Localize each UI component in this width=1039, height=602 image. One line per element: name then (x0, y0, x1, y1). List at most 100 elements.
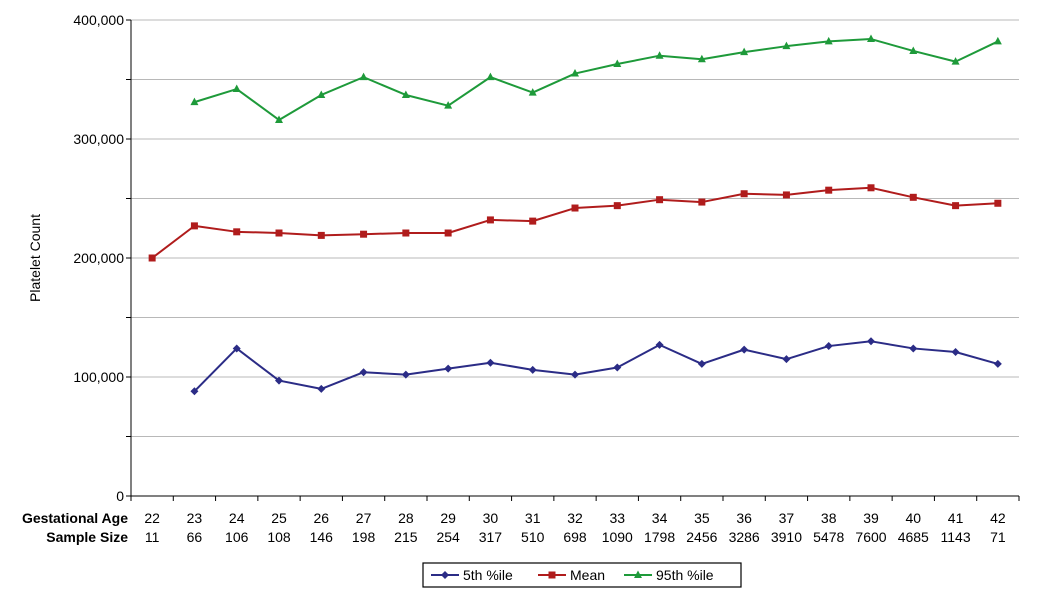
sample-size-label: 698 (563, 529, 587, 545)
x-tick-label: 25 (271, 510, 287, 526)
sample-size-label: 254 (436, 529, 460, 545)
data-point-95th-ile (909, 46, 918, 54)
data-point-5th-ile (571, 370, 579, 379)
y-tick-label: 0 (116, 488, 124, 504)
sample-size-label: 3286 (729, 529, 760, 545)
data-point-95th-ile (782, 41, 791, 50)
data-point-5th-ile (317, 384, 326, 393)
data-point-95th-ile (275, 115, 283, 123)
sample-size-label: 4685 (898, 529, 929, 545)
y-tick-label: 300,000 (73, 131, 124, 147)
data-point-95th-ile (867, 34, 875, 43)
sample-size-label: 1143 (941, 529, 971, 545)
data-point-95th-ile (571, 69, 579, 77)
legend-box (422, 562, 742, 588)
x-tick-label: 35 (694, 510, 710, 526)
legend-label-mean: Mean (570, 567, 605, 583)
x-tick-label: 40 (905, 510, 921, 526)
data-point-mean (486, 216, 494, 224)
data-point-mean (571, 204, 579, 212)
data-point-95th-ile (613, 59, 622, 68)
data-point-95th-ile (740, 47, 749, 56)
data-point-mean (402, 229, 410, 237)
series-line-5th-ile (193, 340, 999, 392)
data-point-mean (444, 229, 452, 237)
data-point-mean (317, 231, 325, 239)
data-point-5th-ile (782, 355, 791, 364)
data-point-95th-ile (824, 36, 833, 45)
legend-label-5th-ile: 5th %ile (463, 567, 513, 583)
x-tick-label: 23 (187, 510, 203, 526)
data-point-5th-ile (993, 359, 1002, 368)
sample-size-row-label: Sample Size (46, 529, 128, 545)
sample-size-label: 3910 (771, 529, 802, 545)
data-point-95th-ile (359, 72, 368, 81)
tick-labels: 0 100,000 200,000 300,000 400,000 22 23 24 25 26 2… (73, 12, 1005, 545)
sample-size-label: 108 (267, 529, 291, 545)
data-point-95th-ile (486, 72, 495, 81)
x-tick-label: 42 (990, 510, 1006, 526)
data-point-mean (909, 193, 917, 201)
sample-size-label: 71 (990, 529, 1006, 545)
data-point-mean (952, 202, 960, 210)
data-point-5th-ile (275, 376, 283, 385)
axes (126, 19, 1020, 501)
data-point-5th-ile (697, 359, 706, 368)
data-point-95th-ile (993, 36, 1002, 45)
sample-size-label: 510 (521, 529, 545, 545)
data-point-95th-ile (190, 97, 199, 106)
data-point-mean (360, 230, 368, 238)
legend-marker-95th-ile (634, 570, 642, 578)
sample-size-label: 1090 (602, 529, 633, 545)
data-point-5th-ile (951, 348, 960, 357)
data-point-mean (190, 222, 198, 230)
x-tick-label: 22 (144, 510, 160, 526)
sample-size-label: 2456 (686, 529, 717, 545)
data-point-mean (867, 184, 875, 192)
data-point-5th-ile (232, 344, 241, 353)
data-point-mean (740, 190, 748, 198)
data-point-5th-ile (486, 358, 495, 367)
legend-label-95th-ile: 95th %ile (656, 567, 714, 583)
sample-size-label: 317 (479, 529, 503, 545)
data-point-mean (233, 228, 241, 236)
y-tick-label: 400,000 (73, 12, 124, 28)
data-point-95th-ile (317, 90, 326, 98)
data-point-95th-ile (444, 101, 453, 109)
sample-size-label: 11 (145, 529, 160, 545)
x-tick-label: 38 (821, 510, 837, 526)
y-axis-label: Platelet Count (27, 214, 43, 302)
x-tick-label: 32 (567, 510, 583, 526)
data-point-mean (148, 254, 156, 262)
legend-marker-5th-ile (441, 571, 449, 579)
data-point-95th-ile (655, 51, 664, 59)
data-point-5th-ile (824, 342, 833, 351)
data-point-95th-ile (232, 84, 241, 93)
data-point-95th-ile (528, 88, 537, 96)
legend-marker-mean (548, 571, 556, 579)
data-point-5th-ile (401, 370, 410, 379)
sample-size-label: 106 (225, 529, 249, 545)
data-point-mean (656, 196, 664, 204)
data-point-5th-ile (867, 337, 875, 346)
data-point-mean (994, 199, 1002, 207)
series-line-95th-ile (194, 38, 999, 121)
data-point-95th-ile (401, 90, 410, 98)
y-tick-label: 100,000 (73, 369, 124, 385)
legend: 5th %ile Mean 95th %ile (422, 562, 742, 588)
data-point-5th-ile (909, 344, 918, 353)
x-tick-label: 24 (229, 510, 245, 526)
data-point-5th-ile (655, 340, 664, 349)
x-tick-label: 26 (313, 510, 329, 526)
x-tick-label: 27 (356, 510, 372, 526)
sample-size-label: 7600 (855, 529, 886, 545)
data-point-mean (825, 186, 833, 194)
data-point-5th-ile (190, 387, 199, 396)
data-point-mean (613, 202, 621, 210)
sample-size-label: 66 (187, 529, 203, 545)
x-tick-label: 36 (736, 510, 752, 526)
data-point-5th-ile (444, 364, 453, 373)
sample-size-label: 198 (352, 529, 376, 545)
x-tick-label: 28 (398, 510, 414, 526)
